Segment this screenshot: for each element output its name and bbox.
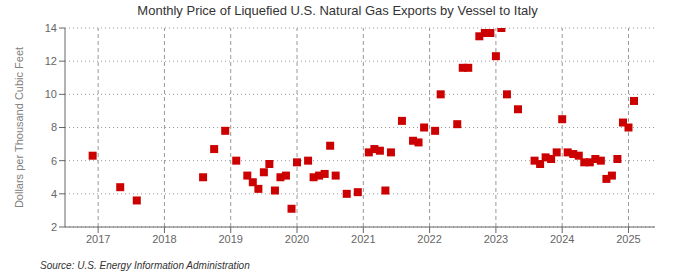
svg-text:2023: 2023 xyxy=(484,233,508,245)
svg-text:14: 14 xyxy=(45,22,57,34)
svg-text:6: 6 xyxy=(51,155,57,167)
svg-text:2: 2 xyxy=(51,221,57,233)
svg-text:2021: 2021 xyxy=(351,233,375,245)
svg-text:2024: 2024 xyxy=(550,233,574,245)
svg-text:2025: 2025 xyxy=(616,233,640,245)
svg-text:2018: 2018 xyxy=(152,233,176,245)
svg-text:2019: 2019 xyxy=(218,233,242,245)
svg-text:10: 10 xyxy=(45,88,57,100)
html-text:Monthly Price of Liquefied U.S: Monthly Price of Liquefied U.S. Natural … xyxy=(137,3,538,18)
svg-text:Dollars per Thousand Cubic Fee: Dollars per Thousand Cubic Feet xyxy=(13,47,25,208)
html-text:Source: U.S. Energy Informatio: Source: U.S. Energy Information Administ… xyxy=(40,260,250,271)
svg-text:8: 8 xyxy=(51,121,57,133)
svg-text:12: 12 xyxy=(45,55,57,67)
svg-text:2022: 2022 xyxy=(417,233,441,245)
svg-text:4: 4 xyxy=(51,188,57,200)
svg-text:2020: 2020 xyxy=(285,233,309,245)
svg-text:2017: 2017 xyxy=(86,233,110,245)
